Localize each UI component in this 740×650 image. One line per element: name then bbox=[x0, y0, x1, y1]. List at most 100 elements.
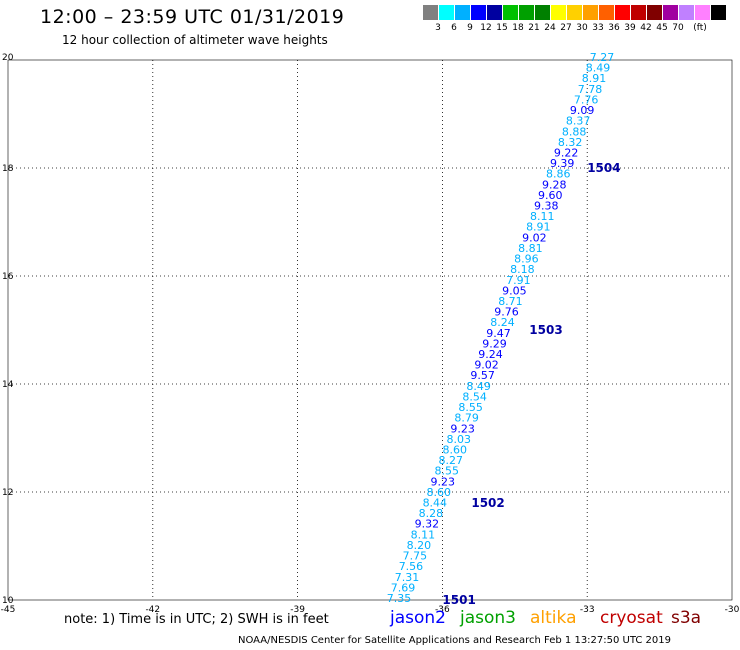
scale-swatch bbox=[646, 5, 662, 20]
scale-swatch bbox=[550, 5, 566, 20]
scale-swatch bbox=[486, 5, 502, 20]
swh-value: 8.11 bbox=[530, 210, 555, 223]
scale-label: 12 bbox=[480, 23, 492, 33]
pass-number: 1503 bbox=[529, 323, 562, 337]
scale-swatch bbox=[614, 5, 630, 20]
swh-value: 7.31 bbox=[395, 571, 420, 584]
pass-number: 1502 bbox=[471, 496, 504, 510]
swh-value: 8.28 bbox=[419, 507, 444, 520]
swh-value: 7.27 bbox=[590, 51, 615, 64]
scale-label: 33 bbox=[592, 23, 604, 33]
swh-value: 8.27 bbox=[438, 454, 463, 467]
scale-label: 9 bbox=[467, 23, 473, 33]
scale-swatch bbox=[694, 5, 710, 20]
scale-swatch bbox=[470, 5, 486, 20]
scale-swatch bbox=[422, 5, 438, 20]
scale-label: 70 bbox=[672, 23, 684, 33]
swh-value: 7.91 bbox=[506, 274, 531, 287]
satellite-jason3: jason3 bbox=[460, 608, 516, 628]
swh-value: 8.60 bbox=[427, 486, 452, 499]
satellite-s3a: s3a bbox=[671, 608, 702, 628]
satellite-altika: altika bbox=[530, 608, 577, 628]
swh-value: 9.47 bbox=[486, 327, 511, 340]
swh-value: 9.60 bbox=[538, 189, 563, 202]
scale-label: 18 bbox=[512, 23, 524, 33]
swh-value: 8.54 bbox=[462, 390, 487, 403]
swh-value: 9.05 bbox=[502, 284, 527, 297]
y-tick-label: 14 bbox=[2, 380, 14, 390]
scale-label: 42 bbox=[640, 23, 652, 33]
swh-value: 9.23 bbox=[450, 422, 475, 435]
x-tick-label: -39 bbox=[290, 605, 305, 615]
swh-value: 9.28 bbox=[542, 178, 567, 191]
scale-label: 45 bbox=[656, 23, 668, 33]
swh-value: 9.02 bbox=[474, 359, 499, 372]
scale-swatch bbox=[534, 5, 550, 20]
swh-value: 9.02 bbox=[522, 231, 547, 244]
swh-value: 8.18 bbox=[510, 263, 535, 276]
scale-swatch bbox=[566, 5, 582, 20]
swh-value: 9.09 bbox=[570, 104, 595, 117]
swh-value: 8.44 bbox=[423, 497, 448, 510]
scale-swatch bbox=[598, 5, 614, 20]
swh-value: 8.11 bbox=[411, 528, 436, 541]
swh-value: 7.78 bbox=[578, 83, 603, 96]
satellite-cryosat: cryosat bbox=[600, 608, 663, 628]
scale-label: 30 bbox=[576, 23, 588, 33]
swh-value: 8.20 bbox=[407, 539, 432, 552]
swh-value: 9.24 bbox=[478, 348, 503, 361]
swh-value: 8.32 bbox=[558, 136, 583, 149]
swh-value: 9.39 bbox=[550, 157, 575, 170]
swh-value: 8.71 bbox=[498, 295, 523, 308]
scale-swatch bbox=[582, 5, 598, 20]
y-tick-label: 12 bbox=[2, 488, 13, 498]
swh-value: 8.60 bbox=[442, 443, 467, 456]
y-tick-label: 10 bbox=[2, 596, 14, 606]
swh-value: 8.49 bbox=[466, 380, 491, 393]
swh-value: 8.91 bbox=[526, 221, 551, 234]
scale-swatch bbox=[662, 5, 678, 20]
swh-value: 8.24 bbox=[490, 316, 515, 329]
scale-label: 24 bbox=[544, 23, 556, 33]
x-tick-label: -30 bbox=[725, 605, 740, 615]
satellite-jason2: jason2 bbox=[390, 608, 446, 628]
x-tick-label: -36 bbox=[435, 605, 450, 615]
map-title: 12:00 – 23:59 UTC 01/31/2019 bbox=[40, 6, 345, 28]
scale-label: 15 bbox=[496, 23, 508, 33]
x-tick-label: -45 bbox=[1, 605, 16, 615]
map-subtitle: 12 hour collection of altimeter wave hei… bbox=[62, 33, 328, 47]
scale-label: 3 bbox=[435, 23, 441, 33]
swh-value: 8.96 bbox=[514, 253, 539, 266]
scale-swatch bbox=[438, 5, 454, 20]
y-tick-label: 16 bbox=[2, 272, 14, 282]
pass-number: 1501 bbox=[442, 593, 475, 607]
y-tick-label: 18 bbox=[2, 164, 14, 174]
pass-number: 1504 bbox=[587, 161, 620, 175]
swh-value: 7.69 bbox=[391, 581, 416, 594]
scale-swatch bbox=[710, 5, 726, 20]
swh-value: 9.32 bbox=[415, 518, 440, 531]
swh-value: 8.91 bbox=[582, 72, 607, 85]
swh-value: 9.38 bbox=[534, 200, 559, 213]
swh-value: 8.81 bbox=[518, 242, 543, 255]
swh-value: 9.76 bbox=[494, 306, 519, 319]
swh-value: 9.23 bbox=[431, 475, 456, 488]
swh-value: 7.75 bbox=[403, 550, 428, 563]
scale-label: 36 bbox=[608, 23, 620, 33]
swh-value: 9.22 bbox=[554, 146, 579, 159]
scale-label: 21 bbox=[528, 23, 540, 33]
swh-value: 8.88 bbox=[562, 125, 587, 138]
y-tick-label: 20 bbox=[2, 53, 14, 63]
scale-swatch bbox=[454, 5, 470, 20]
scale-label: (ft) bbox=[693, 23, 707, 33]
scale-label: 27 bbox=[560, 23, 572, 33]
swh-value: 8.55 bbox=[458, 401, 483, 414]
swh-value: 8.79 bbox=[454, 412, 479, 425]
scale-swatch bbox=[502, 5, 518, 20]
swh-value: 7.56 bbox=[399, 560, 424, 573]
swh-value: 8.86 bbox=[546, 168, 571, 181]
swh-value: 8.55 bbox=[435, 465, 460, 478]
scale-label: 6 bbox=[451, 23, 457, 33]
footnote: note: 1) Time is in UTC; 2) SWH is in fe… bbox=[64, 612, 329, 627]
